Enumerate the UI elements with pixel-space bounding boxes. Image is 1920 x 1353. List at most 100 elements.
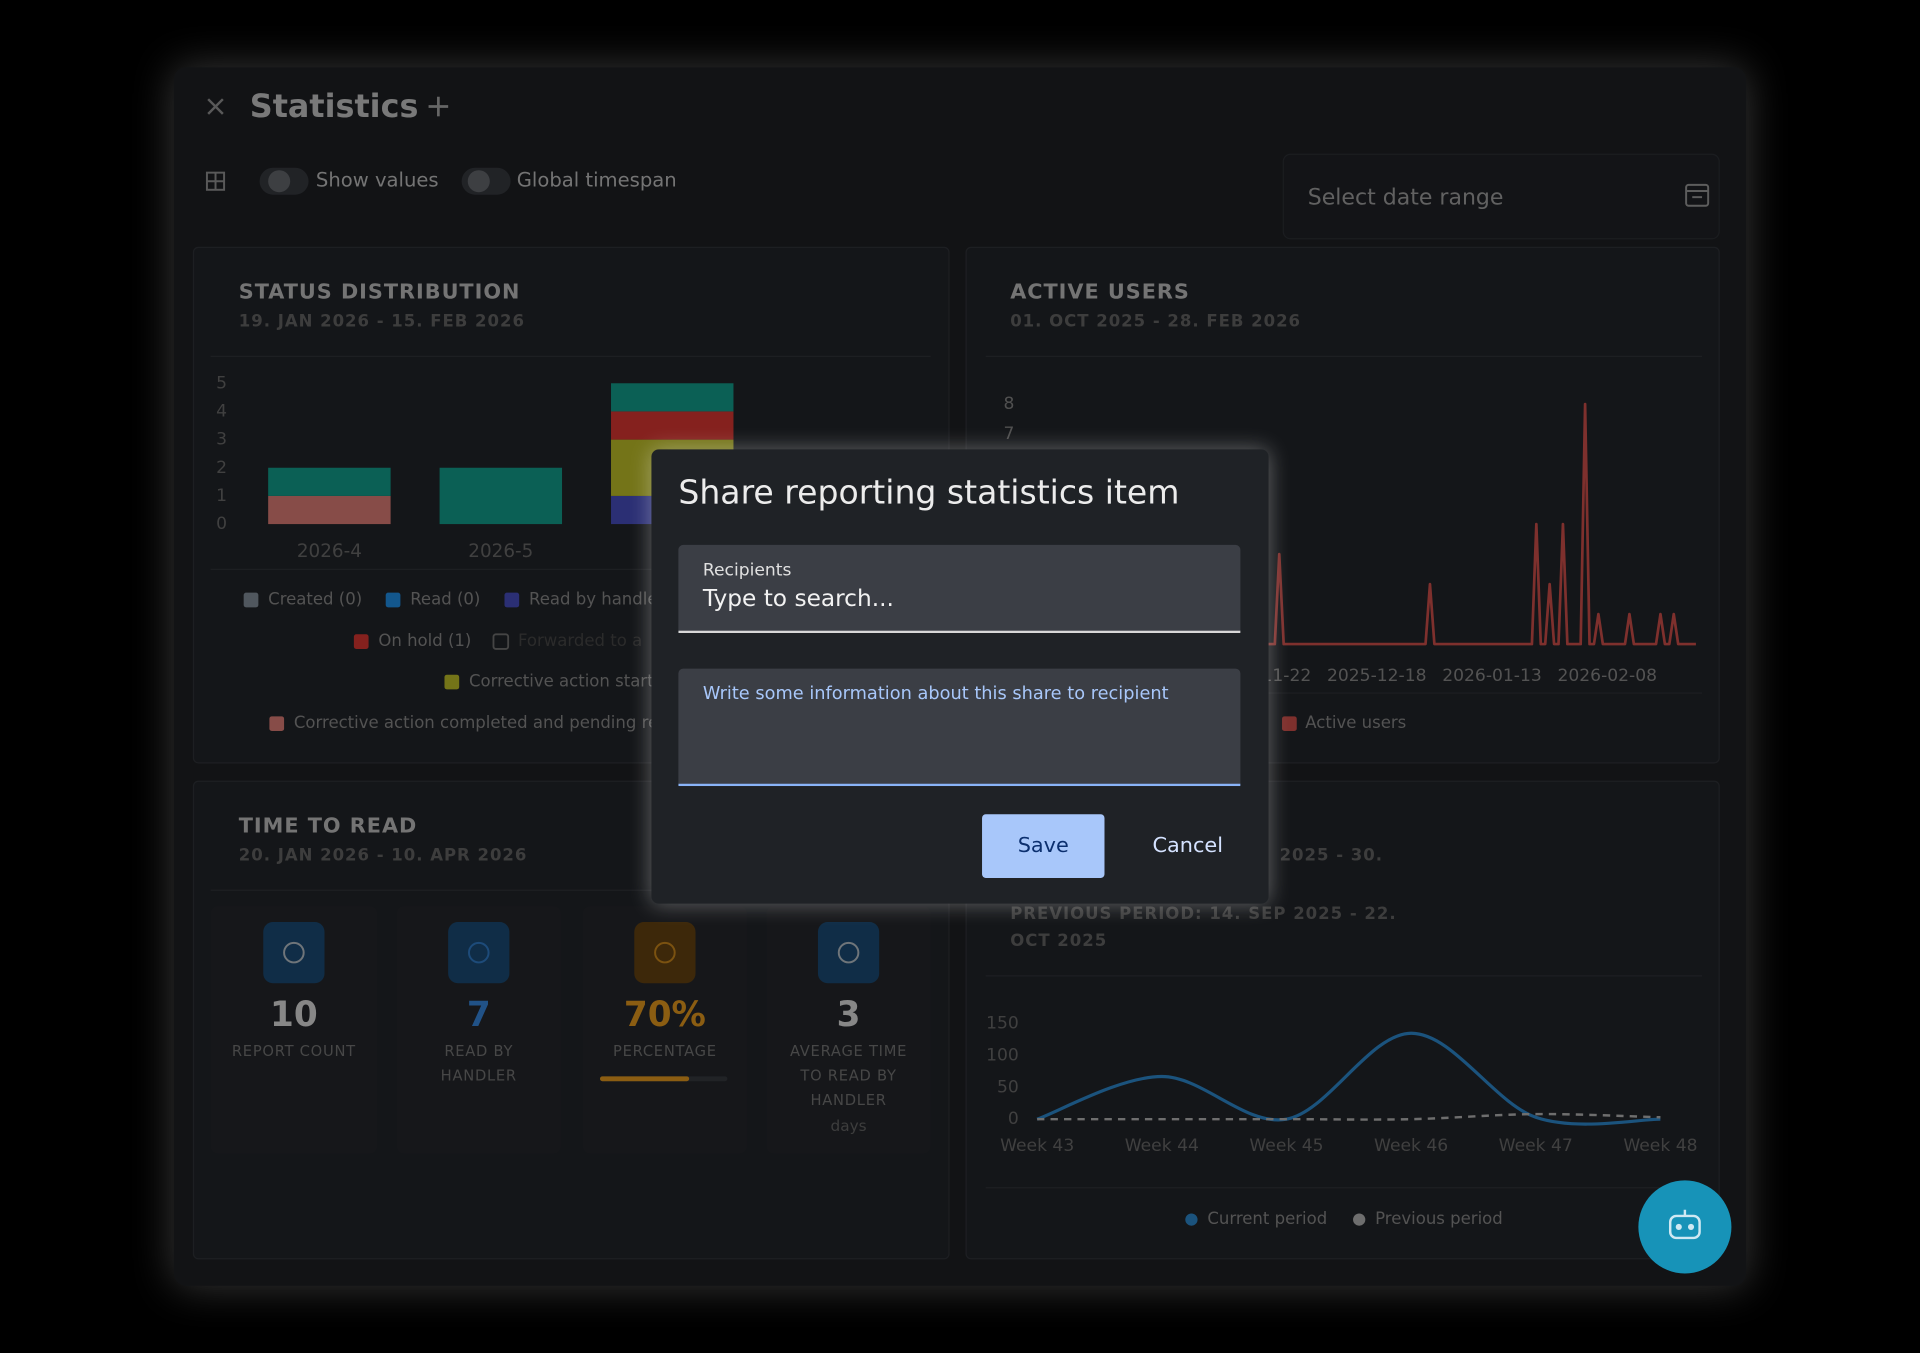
dialog-title: Share reporting statistics item — [678, 473, 1180, 512]
legend-label: Previous period — [1375, 1209, 1503, 1228]
tile-icon — [634, 922, 696, 984]
x-tick-label: Week 44 — [1125, 1136, 1199, 1156]
y-tick-label: 8 — [1004, 394, 1015, 414]
assistant-button[interactable] — [1638, 1180, 1732, 1274]
card-subtitle: PREVIOUS PERIOD: 14. SEP 2025 - 22. — [1010, 904, 1396, 923]
tile-value: 10 — [270, 995, 318, 1035]
toggle-label: Global timespan — [517, 169, 677, 192]
tile-label: PERCENTAGE — [613, 1043, 717, 1060]
stat-tile — [582, 906, 747, 1154]
date-range-input[interactable] — [1282, 153, 1720, 240]
card-title: ACTIVE USERS — [1010, 280, 1190, 304]
card-subtitle: 2025 - 30. — [1280, 845, 1383, 864]
recipients-input[interactable]: Recipients Type to search... — [678, 544, 1241, 634]
tile-value: 70% — [624, 995, 706, 1035]
stat-tile — [210, 906, 378, 1154]
tile-label: HANDLER — [810, 1092, 886, 1109]
legend-label: Corrective action start — [469, 672, 654, 691]
y-tick-label: 3 — [216, 430, 227, 450]
x-tick-label: Week 46 — [1374, 1136, 1448, 1156]
x-tick-label: 2026-01-13 — [1442, 666, 1542, 686]
legend-swatch — [1282, 716, 1297, 732]
message-textarea[interactable]: Write some information about this share … — [678, 668, 1241, 787]
y-tick-label: 1 — [216, 486, 227, 506]
legend-swatch — [504, 592, 520, 608]
data-line — [1031, 402, 1696, 646]
x-tick-label: Week 48 — [1623, 1136, 1697, 1156]
legend-label: Active users — [1305, 713, 1406, 732]
calendar-icon[interactable] — [1685, 183, 1710, 207]
field-placeholder: Write some information about this share … — [702, 684, 1169, 705]
y-tick-label: 100 — [986, 1046, 1019, 1066]
toggle[interactable] — [259, 167, 309, 195]
tile-unit: days — [831, 1117, 867, 1135]
tile-icon-glyph — [837, 941, 860, 964]
tile-icon-glyph — [283, 941, 305, 964]
close-icon[interactable] — [207, 98, 224, 115]
stat-tile — [396, 906, 561, 1154]
field-placeholder: Type to search... — [702, 585, 894, 613]
card-subtitle: 19. JAN 2026 - 15. FEB 2026 — [239, 312, 525, 331]
date-range-placeholder: Select date range — [1308, 185, 1504, 210]
legend-swatch — [353, 634, 369, 649]
legend-swatch — [385, 592, 401, 608]
tile-icon — [263, 922, 325, 984]
add-icon[interactable] — [428, 96, 449, 117]
tile-icon — [448, 922, 510, 984]
toggle[interactable] — [461, 167, 511, 195]
bar-segment — [611, 411, 734, 440]
toggle-label: Show values — [316, 169, 439, 192]
cancel-button[interactable]: Cancel — [1152, 833, 1224, 859]
y-tick-label: 4 — [216, 401, 227, 421]
x-tick-label: Week 47 — [1499, 1136, 1573, 1156]
y-tick-label: 150 — [986, 1014, 1019, 1034]
bot-icon — [1668, 1209, 1701, 1240]
tile-value: 3 — [837, 995, 861, 1035]
y-tick-label: 5 — [216, 373, 227, 393]
legend-swatch — [444, 674, 460, 690]
tile-label: TO READ BY — [799, 1067, 896, 1084]
tile-label: READ BY — [444, 1043, 513, 1060]
legend-dot — [1353, 1213, 1366, 1226]
tile-label: AVERAGE TIME — [790, 1043, 907, 1060]
x-tick-label: 2026-02-08 — [1557, 666, 1657, 686]
y-tick-label: 0 — [216, 514, 227, 534]
tile-icon-glyph — [468, 941, 490, 964]
panel-title: Statistics — [250, 87, 419, 125]
y-tick-label: 0 — [1008, 1109, 1019, 1129]
tile-label: HANDLER — [441, 1067, 517, 1084]
save-button[interactable]: Save — [982, 814, 1105, 878]
layout-icon[interactable] — [205, 171, 226, 191]
y-tick-label: 2 — [216, 458, 227, 478]
legend-dot — [1185, 1213, 1198, 1226]
y-tick-label: 50 — [997, 1077, 1019, 1097]
legend-label: On hold (1) — [378, 631, 471, 650]
x-tick-label: 2025-12-18 — [1327, 666, 1427, 686]
stat-tile — [766, 906, 931, 1154]
y-tick-label: 7 — [1004, 424, 1015, 444]
legend-label: Current period — [1207, 1209, 1327, 1228]
tile-icon-glyph — [654, 941, 676, 964]
bar-segment — [268, 495, 391, 525]
legend-label: Read by handle — [529, 590, 658, 609]
bar-segment — [439, 467, 563, 525]
card-subtitle: 20. JAN 2026 - 10. APR 2026 — [239, 845, 528, 864]
share-dialog: Share reporting statistics item Recipien… — [651, 449, 1269, 904]
x-tick-label: 2026-5 — [468, 541, 533, 562]
x-tick-label: Week 43 — [1000, 1136, 1074, 1156]
legend-label: Corrective action completed and pending … — [294, 713, 658, 732]
legend-swatch — [243, 592, 259, 608]
legend-swatch — [492, 633, 510, 650]
data-line — [1036, 1031, 1661, 1126]
card-subtitle: OCT 2025 — [1010, 931, 1107, 950]
progress-fill — [600, 1076, 690, 1082]
legend-label: Read (0) — [410, 590, 480, 609]
tile-label: REPORT COUNT — [232, 1043, 356, 1060]
field-label: Recipients — [702, 560, 792, 581]
legend-label: Forwarded to a — [518, 631, 642, 650]
x-tick-label: Week 45 — [1249, 1136, 1323, 1156]
tile-value: 7 — [467, 995, 491, 1035]
